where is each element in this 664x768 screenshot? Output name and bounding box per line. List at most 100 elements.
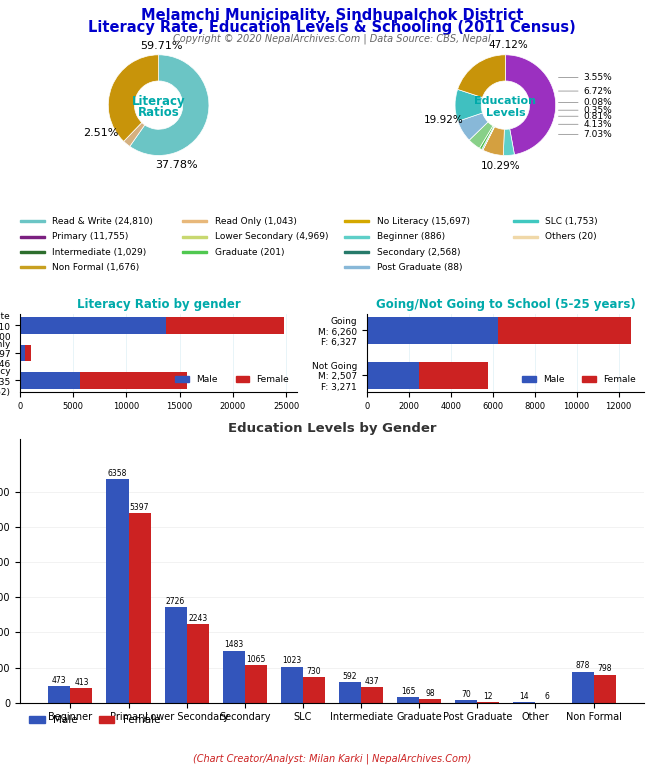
Text: (Chart Creator/Analyst: Milan Karki | NepalArchives.Com): (Chart Creator/Analyst: Milan Karki | Ne…	[193, 753, 471, 764]
Text: 59.71%: 59.71%	[140, 41, 183, 51]
Title: Literacy Ratio by gender: Literacy Ratio by gender	[77, 298, 240, 311]
Bar	[182, 236, 207, 238]
Bar	[361, 687, 383, 703]
Bar	[303, 677, 325, 703]
Bar	[20, 251, 45, 253]
Wedge shape	[457, 55, 505, 98]
Wedge shape	[479, 126, 494, 150]
Text: Secondary (2,568): Secondary (2,568)	[377, 247, 460, 257]
Text: 165: 165	[401, 687, 416, 696]
Text: 10.29%: 10.29%	[481, 161, 520, 170]
Text: 1483: 1483	[224, 641, 244, 649]
Text: 730: 730	[307, 667, 321, 676]
Text: Beginner (886): Beginner (886)	[377, 232, 445, 241]
Bar	[20, 345, 25, 361]
Bar	[419, 700, 442, 703]
Wedge shape	[124, 123, 145, 147]
Bar	[70, 688, 92, 703]
Text: Post Graduate (88): Post Graduate (88)	[377, 263, 462, 272]
Bar	[513, 220, 538, 223]
Bar	[345, 220, 369, 223]
Bar	[345, 266, 369, 268]
Text: 413: 413	[74, 678, 89, 687]
Text: 0.08%: 0.08%	[584, 98, 612, 107]
Text: Literacy Rate, Education Levels & Schooling (2011 Census): Literacy Rate, Education Levels & School…	[88, 20, 576, 35]
Text: 7.03%: 7.03%	[584, 130, 612, 139]
Text: SLC (1,753): SLC (1,753)	[545, 217, 598, 226]
Wedge shape	[129, 55, 209, 155]
Bar	[165, 607, 187, 703]
Text: 437: 437	[365, 677, 379, 686]
Text: 1023: 1023	[282, 657, 301, 665]
Bar	[345, 236, 369, 238]
Text: 1065: 1065	[246, 655, 266, 664]
Bar	[367, 317, 498, 344]
Text: 5397: 5397	[130, 503, 149, 511]
Wedge shape	[469, 122, 493, 148]
Text: 2243: 2243	[188, 614, 207, 623]
Bar	[594, 675, 616, 703]
Bar	[48, 686, 70, 703]
Text: 98: 98	[426, 689, 435, 698]
Text: Education: Education	[474, 96, 537, 106]
Text: 473: 473	[52, 676, 66, 685]
Bar	[80, 372, 187, 389]
Wedge shape	[483, 127, 505, 155]
Text: 798: 798	[598, 664, 612, 674]
Bar	[25, 345, 31, 361]
Wedge shape	[483, 127, 495, 150]
Wedge shape	[503, 129, 515, 155]
Text: Read & Write (24,810): Read & Write (24,810)	[52, 217, 153, 226]
Bar	[222, 650, 245, 703]
Text: Copyright © 2020 NepalArchives.Com | Data Source: CBS, Nepal: Copyright © 2020 NepalArchives.Com | Dat…	[173, 33, 491, 44]
Wedge shape	[481, 127, 495, 150]
Text: 14: 14	[520, 692, 529, 701]
Legend: Male, Female: Male, Female	[172, 372, 293, 388]
Bar	[498, 317, 631, 344]
Text: Graduate (201): Graduate (201)	[214, 247, 284, 257]
Title: Going/Not Going to School (5-25 years): Going/Not Going to School (5-25 years)	[376, 298, 635, 311]
Text: 6.72%: 6.72%	[584, 87, 612, 95]
Text: Others (20): Others (20)	[545, 232, 597, 241]
Bar	[513, 236, 538, 238]
Text: 2.51%: 2.51%	[83, 127, 118, 137]
Bar	[182, 251, 207, 253]
Wedge shape	[455, 89, 483, 121]
Bar	[367, 362, 419, 389]
Text: No Literacy (15,697): No Literacy (15,697)	[377, 217, 470, 226]
Text: 2726: 2726	[166, 597, 185, 606]
Bar	[20, 372, 80, 389]
Text: 592: 592	[343, 671, 357, 680]
Bar	[182, 220, 207, 223]
Bar	[345, 251, 369, 253]
Bar	[106, 479, 129, 703]
Wedge shape	[108, 55, 159, 141]
Bar	[20, 317, 166, 333]
Wedge shape	[457, 113, 488, 140]
Bar	[20, 220, 45, 223]
Text: 12: 12	[483, 692, 493, 701]
Bar	[166, 317, 284, 333]
Text: 4.13%: 4.13%	[584, 120, 612, 129]
Bar	[397, 697, 419, 703]
Text: Intermediate (1,029): Intermediate (1,029)	[52, 247, 147, 257]
Text: Melamchi Municipality, Sindhupalchok District: Melamchi Municipality, Sindhupalchok Dis…	[141, 8, 523, 23]
Text: 3.55%: 3.55%	[584, 73, 612, 82]
Bar	[20, 266, 45, 268]
Bar	[419, 362, 488, 389]
Bar	[456, 700, 477, 703]
Title: Education Levels by Gender: Education Levels by Gender	[228, 422, 436, 435]
Text: Levels: Levels	[485, 108, 525, 118]
Text: 0.81%: 0.81%	[584, 111, 612, 121]
Text: 0.35%: 0.35%	[584, 106, 612, 114]
Text: Read Only (1,043): Read Only (1,043)	[214, 217, 297, 226]
Bar	[20, 236, 45, 238]
Text: Primary (11,755): Primary (11,755)	[52, 232, 129, 241]
Text: Literacy: Literacy	[132, 94, 185, 108]
Text: Ratios: Ratios	[137, 106, 179, 119]
Bar	[572, 672, 594, 703]
Bar	[187, 624, 208, 703]
Text: Non Formal (1,676): Non Formal (1,676)	[52, 263, 139, 272]
Legend: Male, Female: Male, Female	[25, 711, 164, 729]
Bar	[339, 682, 361, 703]
